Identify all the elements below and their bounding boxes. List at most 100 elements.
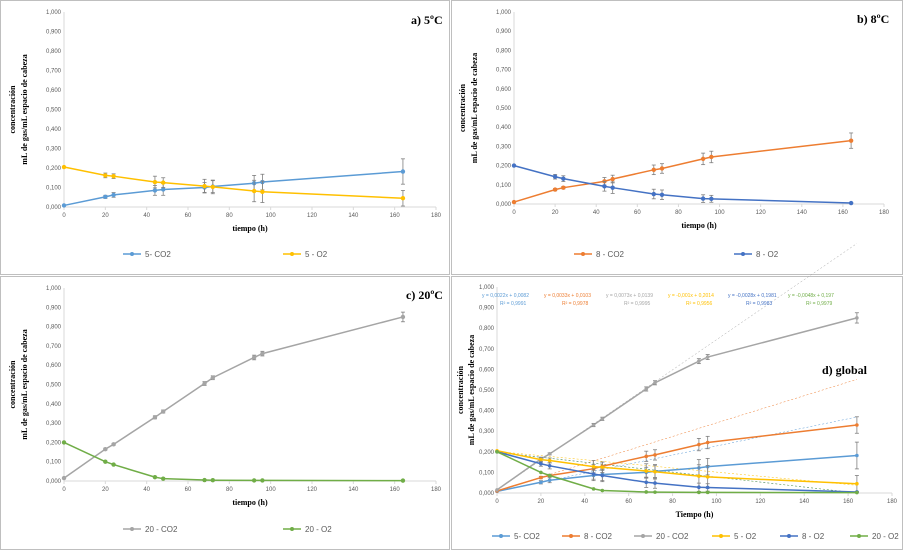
series-line	[496, 451, 857, 494]
data-point	[103, 446, 108, 452]
data-point	[202, 477, 207, 483]
data-point	[591, 464, 596, 469]
data-point	[547, 458, 552, 463]
trendline-equation: y = -0,0048x + 0,197	[788, 293, 834, 299]
x-tick-label: 100	[266, 487, 277, 493]
x-axis-title: tiempo (h)	[232, 498, 268, 507]
y-tick-label: 0,400	[46, 127, 62, 133]
data-point	[251, 188, 257, 194]
trendline-r2: R² = 0,9979	[806, 301, 832, 307]
y-tick-label: 0,000	[496, 202, 512, 208]
data-point	[855, 481, 859, 486]
legend-swatch-marker	[130, 527, 134, 531]
data-point	[539, 480, 543, 485]
y-tick-label: 0,300	[46, 421, 62, 427]
y-tick-label: 0,500	[46, 108, 62, 114]
x-tick-label: 40	[143, 213, 150, 219]
legend-label: 8 - O2	[802, 532, 825, 541]
data-point	[659, 192, 665, 197]
data-point	[697, 490, 701, 495]
x-tick-label: 160	[843, 499, 854, 505]
x-tick-label: 0	[512, 210, 516, 216]
x-tick-label: 80	[226, 213, 233, 219]
x-tick-label: 180	[431, 213, 442, 219]
legend-swatch-marker	[290, 527, 294, 531]
data-point	[644, 490, 649, 494]
x-tick-label: 100	[711, 499, 722, 505]
legend-label: 8 - O2	[756, 250, 779, 259]
chart-d-global: 0,000 0,100 0,200 0,300 0,400 0,500 0,600 0,700…	[456, 243, 899, 541]
y-tick-label: 0,000	[46, 479, 62, 485]
data-point	[547, 464, 552, 468]
y-tick-label: 0,100	[479, 470, 495, 476]
x-tick-label: 40	[143, 487, 150, 493]
y-tick-label: 0,500	[496, 106, 512, 112]
series-line	[63, 166, 403, 199]
data-point	[591, 472, 596, 476]
y-axis-title: mL de gas/mL espacio de cabeza	[467, 335, 476, 445]
data-point	[161, 409, 166, 414]
trendline	[496, 451, 857, 486]
chart-title: d) global	[822, 363, 868, 377]
legend-label: 5 - O2	[305, 250, 328, 259]
chart-title: c) 20ºC	[406, 288, 443, 302]
data-point	[653, 380, 657, 385]
data-point	[61, 164, 67, 170]
y-tick-label: 0,300	[496, 144, 512, 150]
data-point	[161, 180, 166, 185]
x-axis-title: tiempo (h)	[681, 221, 717, 230]
chart-panel-d: 0,000 0,100 0,200 0,300 0,400 0,500 0,600 0,700…	[451, 243, 903, 550]
data-point	[644, 387, 649, 391]
data-point	[539, 470, 543, 475]
x-tick-label: 120	[755, 499, 766, 505]
data-point	[511, 199, 517, 205]
data-point	[547, 452, 552, 456]
legend-swatch-marker	[499, 534, 503, 538]
x-tick-label: 40	[581, 499, 588, 505]
y-tick-label: 0,500	[479, 388, 495, 394]
y-tick-label: 0,800	[46, 325, 62, 331]
trendline-equation: y = -0,001x + 0,2014	[668, 293, 714, 299]
x-tick-label: 140	[797, 210, 808, 216]
data-point	[539, 461, 543, 466]
x-tick-label: 40	[593, 210, 600, 216]
x-tick-label: 20	[102, 487, 109, 493]
x-axis-title: Tiempo (h)	[676, 510, 714, 519]
data-point	[202, 183, 207, 189]
trendline-r2: R² = 0,9995	[624, 301, 650, 307]
x-tick-label: 20	[102, 213, 109, 219]
series-line	[496, 424, 857, 492]
x-tick-label: 80	[669, 499, 676, 505]
trendline-r2: R² = 0,9991	[500, 301, 526, 307]
trendline-equation: y = -0,0028x + 0,1981	[728, 293, 777, 299]
chart-title: a) 5ºC	[411, 13, 443, 27]
data-point	[111, 192, 116, 198]
y-tick-label: 0,400	[479, 409, 495, 415]
y-axis-title: concentración	[456, 365, 465, 414]
series-line	[496, 454, 857, 493]
chart-panel-b: 0,000 0,100 0,200 0,300 0,400 0,500 0,600 0,700…	[451, 0, 903, 275]
y-tick-label: 0,300	[46, 147, 62, 153]
legend-swatch-marker	[581, 252, 585, 256]
data-point	[210, 375, 215, 380]
y-tick-label: 0,200	[46, 440, 62, 446]
data-point	[152, 474, 158, 480]
trendline-equation: y = 0,0022x + 0,0082	[482, 293, 529, 299]
x-tick-label: 60	[185, 487, 192, 493]
data-point	[705, 440, 710, 445]
data-point	[251, 478, 257, 483]
y-tick-label: 0,400	[46, 402, 62, 408]
data-point	[651, 191, 656, 197]
y-tick-label: 0,600	[479, 367, 495, 373]
series-line	[63, 441, 403, 482]
y-tick-label: 0,800	[479, 326, 495, 332]
series-line	[496, 450, 857, 485]
y-tick-label: 0,800	[46, 49, 62, 55]
data-point	[111, 173, 116, 179]
data-point	[103, 194, 108, 200]
data-point	[511, 163, 517, 168]
data-point	[705, 490, 710, 495]
data-point	[700, 196, 706, 201]
trendline-r2: R² = 0,9983	[746, 301, 772, 307]
y-tick-label: 0,900	[479, 306, 495, 312]
